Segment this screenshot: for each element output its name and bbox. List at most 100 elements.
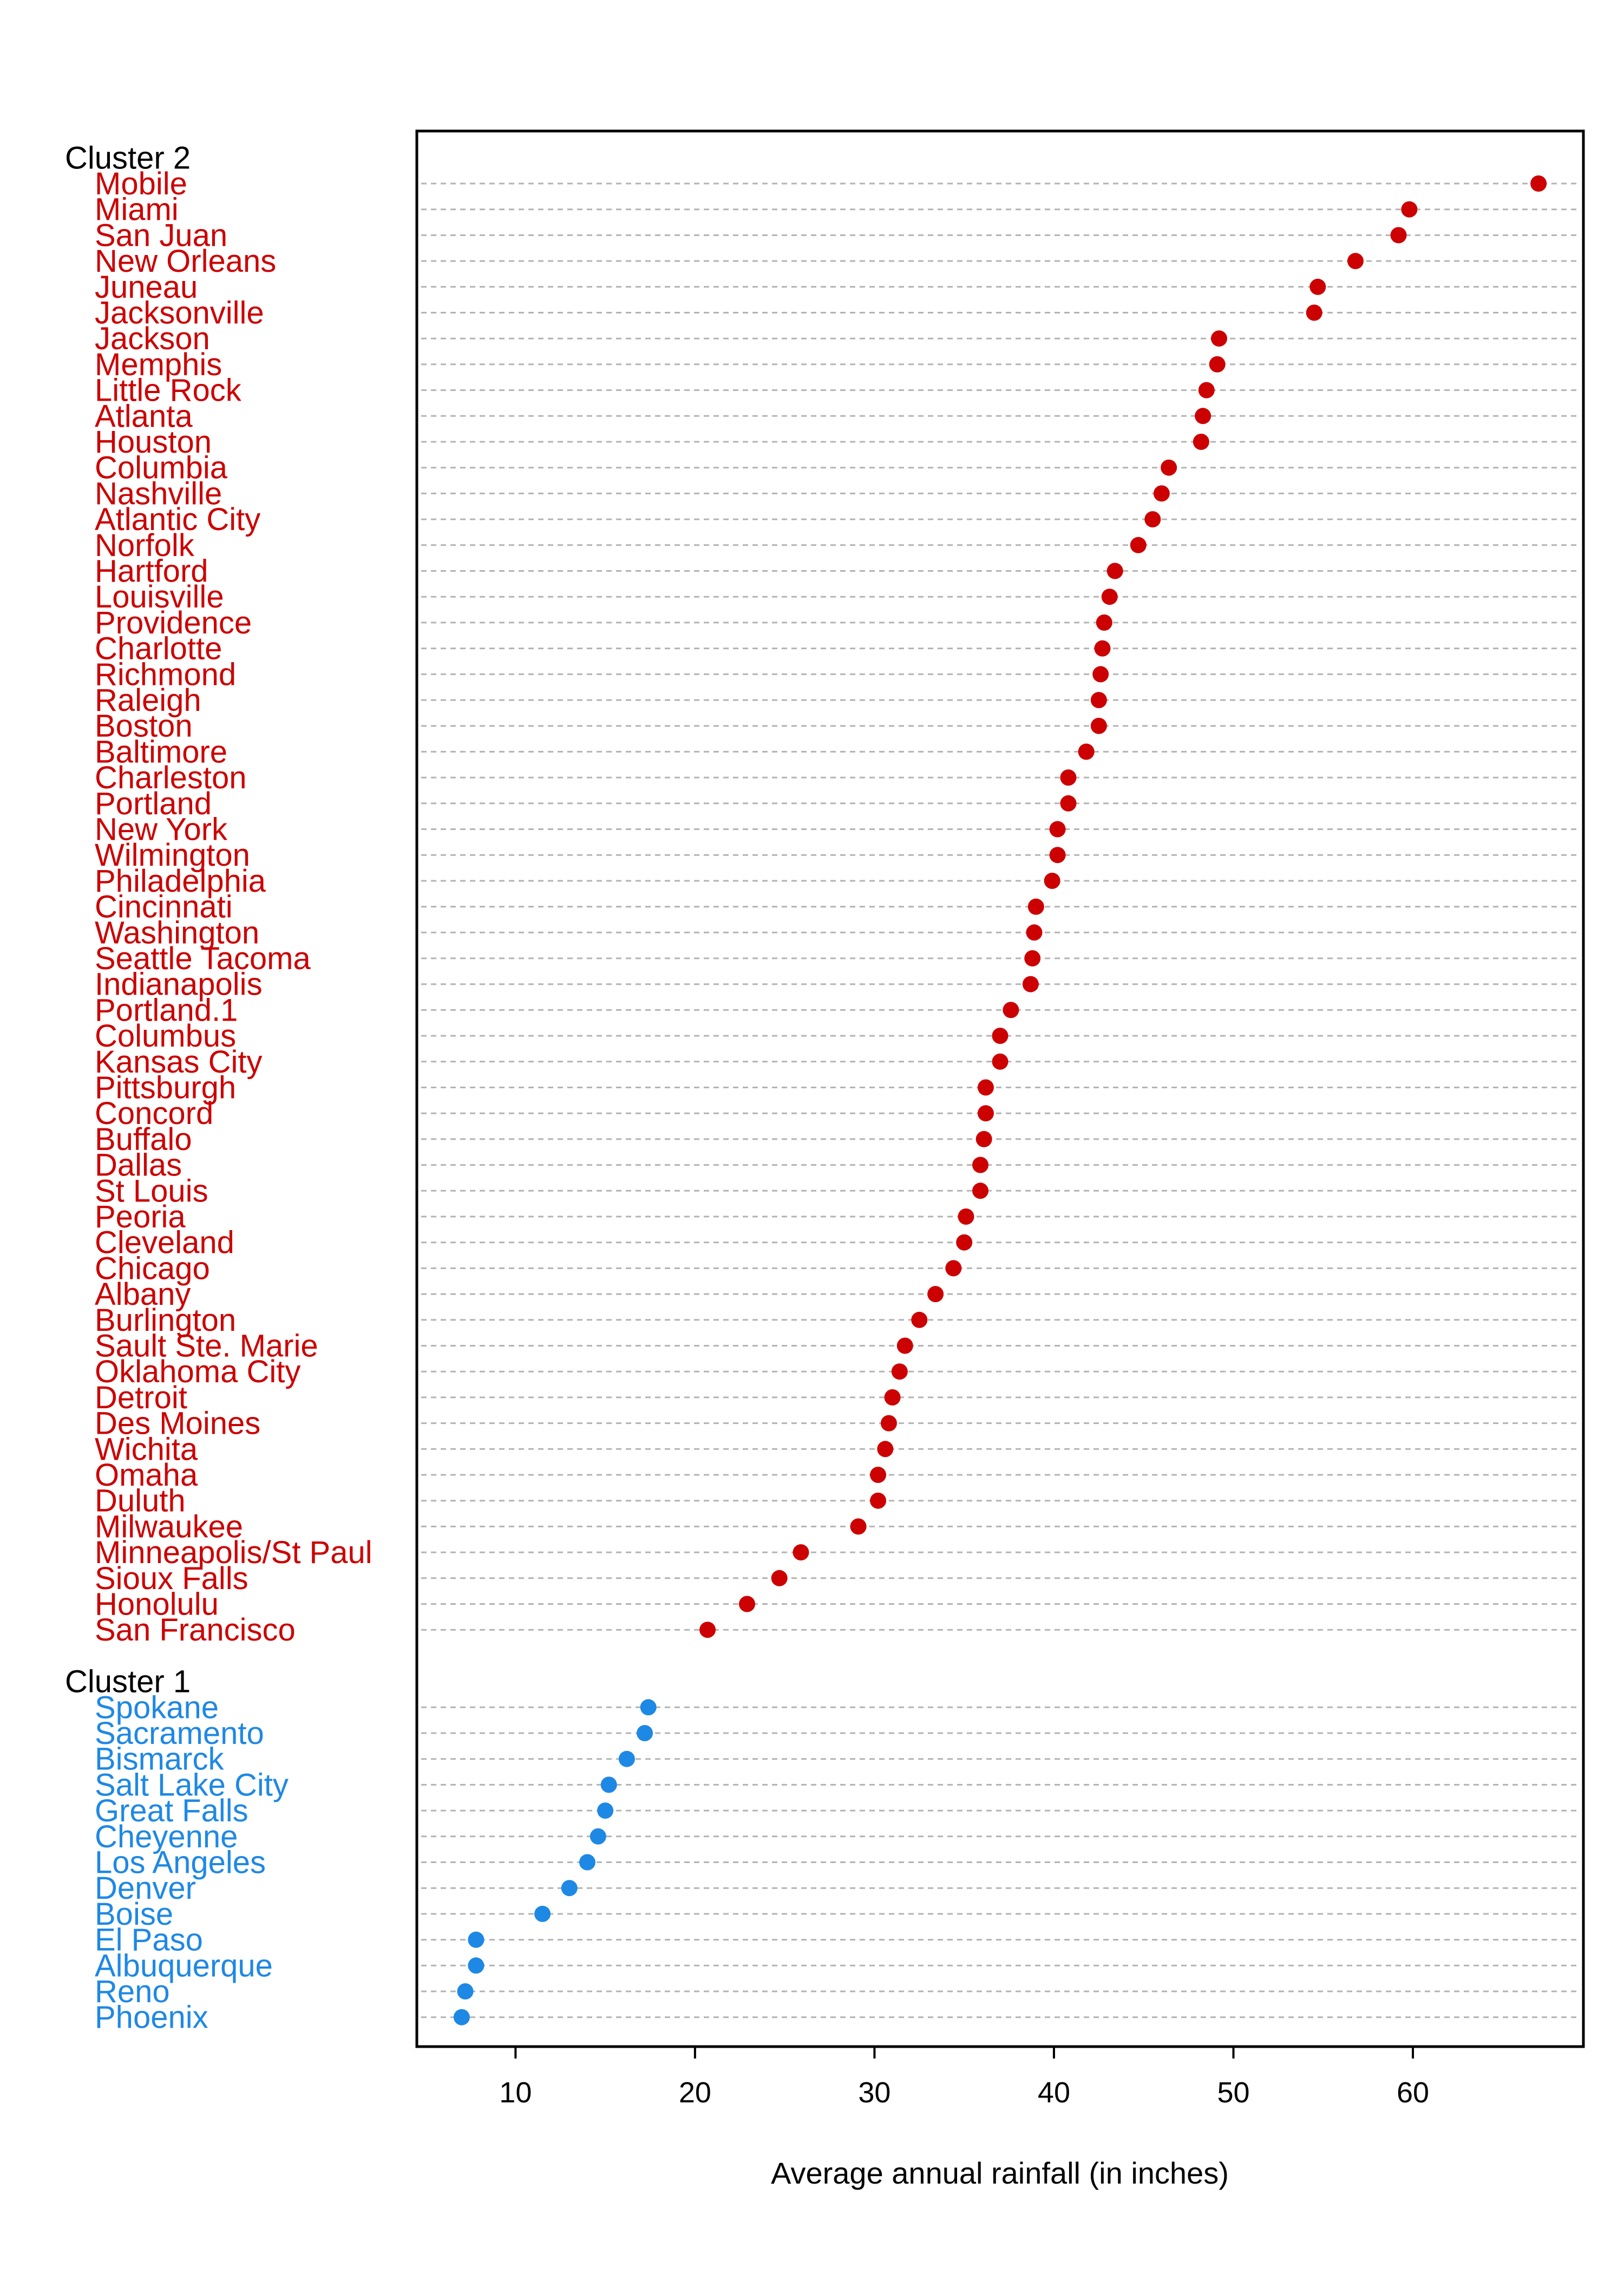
data-point (1530, 175, 1547, 192)
row-label: Denver (95, 1871, 196, 1906)
row-label: Atlanta (95, 398, 193, 434)
data-point (977, 1105, 994, 1122)
data-point (1092, 666, 1109, 683)
x-tick-label: 40 (1038, 2076, 1070, 2109)
data-point (1044, 872, 1060, 889)
row-label: Seattle Tacoma (95, 941, 311, 976)
data-point (1106, 563, 1123, 579)
row-label: Spokane (95, 1690, 219, 1725)
row-label: El Paso (95, 1923, 203, 1958)
data-point (1193, 434, 1209, 450)
data-point (618, 1750, 635, 1767)
data-point (975, 1131, 992, 1147)
data-point (1130, 537, 1147, 553)
row-label: Omaha (95, 1458, 198, 1493)
row-label: Reno (95, 1974, 170, 2009)
data-point (956, 1234, 973, 1251)
data-point (1060, 795, 1077, 812)
row-label: Richmond (95, 657, 236, 692)
data-point (1096, 614, 1112, 631)
row-label: Columbia (95, 450, 228, 486)
gridlines (421, 182, 1579, 2018)
group-title: Cluster 2 (65, 140, 191, 175)
row-label: Kansas City (95, 1044, 262, 1080)
row-label: Houston (95, 424, 212, 460)
row-label: Boston (95, 709, 193, 744)
row-label: Wilmington (95, 838, 250, 873)
data-point (453, 2009, 470, 2025)
row-label: Bismarck (95, 1742, 224, 1777)
x-tick-label: 50 (1217, 2076, 1249, 2109)
data-point (927, 1286, 944, 1303)
data-point (579, 1854, 595, 1871)
row-label: Charleston (95, 760, 246, 795)
row-label: Dallas (95, 1148, 182, 1183)
row-label: Pittsburgh (95, 1070, 236, 1106)
row-label: New York (95, 812, 228, 847)
plot-frame (415, 129, 1585, 2048)
row-label: Albany (95, 1277, 191, 1312)
data-point (468, 1931, 484, 1948)
data-point (992, 1053, 1009, 1070)
x-tick-label: 60 (1397, 2076, 1429, 2109)
row-label: Indianapolis (95, 967, 263, 1002)
row-label: Cleveland (95, 1225, 234, 1260)
group-title: Cluster 1 (65, 1664, 191, 1700)
row-label: Portland.1 (95, 992, 238, 1028)
x-axis: 10 20 30 40 50 60 (499, 2047, 1429, 2109)
data-point (850, 1518, 867, 1535)
data-point (884, 1389, 901, 1406)
data-points (453, 175, 1547, 2025)
data-point (1309, 278, 1326, 295)
row-label: Sacramento (95, 1716, 264, 1751)
data-point (1090, 717, 1107, 734)
data-point (1078, 743, 1095, 760)
row-label: Milwaukee (95, 1509, 243, 1544)
data-point (1195, 408, 1212, 424)
data-point (1144, 511, 1161, 528)
row-label: Des Moines (95, 1406, 260, 1441)
row-label: Concord (95, 1096, 213, 1131)
data-point (1094, 640, 1111, 657)
row-label: St Louis (95, 1173, 208, 1208)
row-label: Peoria (95, 1199, 186, 1234)
data-point (1049, 847, 1066, 864)
data-point (1153, 485, 1170, 502)
data-point (1347, 253, 1364, 270)
data-point (1027, 898, 1044, 915)
data-point (972, 1156, 989, 1173)
data-point (1049, 821, 1066, 838)
row-label: Oklahoma City (95, 1354, 300, 1389)
data-point (600, 1776, 617, 1793)
data-point (945, 1260, 962, 1277)
row-label: San Francisco (95, 1612, 296, 1648)
data-point (1306, 304, 1322, 321)
data-point (972, 1182, 989, 1199)
data-point (977, 1079, 994, 1096)
data-point (1390, 227, 1407, 244)
row-label: Burlington (95, 1303, 236, 1338)
row-label: Charlotte (95, 631, 222, 666)
row-label: Detroit (95, 1380, 187, 1415)
data-point (1060, 769, 1077, 786)
data-point (891, 1363, 908, 1380)
data-point (561, 1880, 578, 1897)
x-tick-label: 20 (679, 2076, 711, 2109)
data-point (771, 1570, 788, 1586)
x-tick-label: 10 (499, 2076, 532, 2109)
row-label: Atlantic City (95, 502, 260, 537)
row-label: Great Falls (95, 1793, 248, 1828)
row-label: Norfolk (95, 528, 195, 563)
row-label: Miami (95, 192, 179, 227)
data-point (1198, 382, 1215, 398)
data-point (640, 1699, 657, 1716)
row-label: Boise (95, 1897, 173, 1932)
row-label: Providence (95, 605, 252, 641)
data-point (739, 1596, 756, 1612)
data-point (1401, 201, 1418, 218)
row-label: Honolulu (95, 1587, 219, 1622)
data-point (1090, 692, 1107, 708)
data-point (637, 1725, 653, 1741)
data-point (1022, 976, 1039, 992)
